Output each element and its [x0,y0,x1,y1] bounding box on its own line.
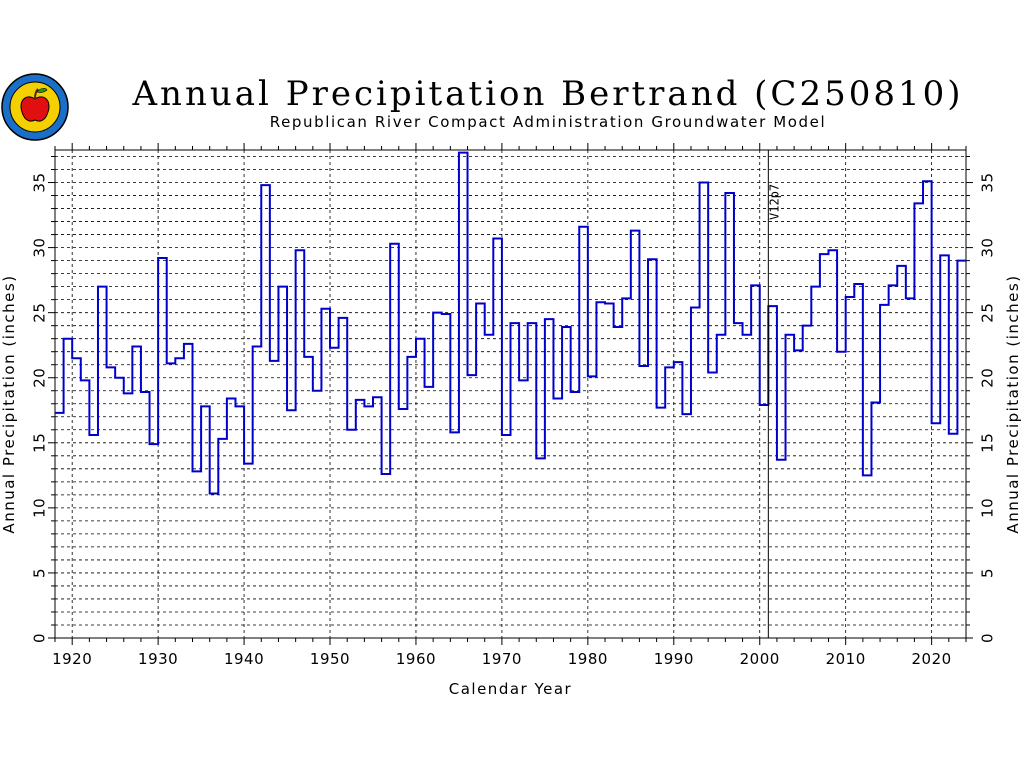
y-tick-label-right: 15 [979,433,997,453]
y-tick-label-left: 25 [31,303,49,323]
y-tick-label-left: 20 [31,368,49,388]
y-tick-label-left: 0 [31,633,49,643]
x-tick-label: 1970 [482,650,522,668]
chart-title: Annual Precipitation Bertrand (C250810) [132,74,964,114]
precipitation-step-line [55,151,966,495]
y-tick-label-right: 5 [979,568,997,578]
x-tick-label: 1940 [224,650,264,668]
series-layer [55,150,966,638]
y-tick-label-right: 35 [979,172,997,192]
y-tick-label-left: 30 [31,238,49,258]
x-tick-label: 1990 [654,650,694,668]
x-tick-label: 1960 [396,650,436,668]
grid-layer [54,149,967,639]
y-tick-label-right: 20 [979,368,997,388]
y-axis-label-right: Annual Precipitation (inches) [1004,274,1022,533]
y-tick-label-left: 10 [31,498,49,518]
x-tick-label: 2000 [740,650,780,668]
y-tick-label-right: 10 [979,498,997,518]
y-tick-label-right: 0 [979,633,997,643]
y-tick-label-left: 5 [31,568,49,578]
chart-subtitle: Republican River Compact Administration … [269,113,827,131]
apple-seal-icon [1,73,69,141]
plot-frame [54,149,967,639]
ticks-layer [48,143,973,645]
x-tick-label: 1930 [138,650,178,668]
y-tick-label-left: 35 [31,172,49,192]
x-tick-label: 1980 [568,650,608,668]
y-tick-label-right: 30 [979,238,997,258]
version-annotation: V12p7 [767,184,781,220]
x-tick-label: 2010 [826,650,866,668]
y-tick-label-right: 25 [979,303,997,323]
x-tick-label: 1950 [310,650,350,668]
x-tick-label: 1920 [52,650,92,668]
y-axis-label-left: Annual Precipitation (inches) [0,274,18,533]
x-axis-label: Calendar Year [449,680,572,698]
y-tick-label-left: 15 [31,433,49,453]
x-tick-label: 2020 [912,650,952,668]
